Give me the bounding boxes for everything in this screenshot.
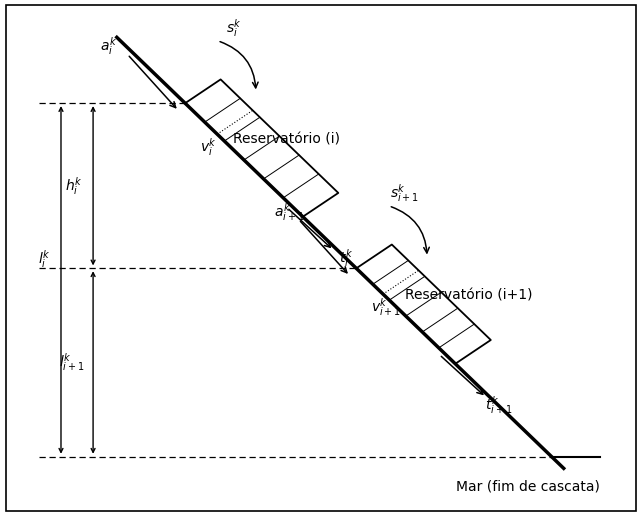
Text: $l_{i+1}^k$: $l_{i+1}^k$ — [59, 351, 85, 374]
Text: $t_i^k$: $t_i^k$ — [338, 247, 353, 269]
Text: Reservatório (i+1): Reservatório (i+1) — [404, 288, 532, 302]
Text: $s_i^k$: $s_i^k$ — [225, 17, 241, 39]
Text: $l_i^k$: $l_i^k$ — [39, 248, 51, 270]
Text: $a_{i+1}^k$: $a_{i+1}^k$ — [273, 201, 304, 222]
Text: $h_i^k$: $h_i^k$ — [65, 175, 83, 197]
Text: Reservatório (i): Reservatório (i) — [234, 132, 340, 147]
Text: $v_{i+1}^k$: $v_{i+1}^k$ — [371, 296, 401, 318]
Text: $a_i^k$: $a_i^k$ — [100, 36, 117, 57]
Text: Mar (fim de cascata): Mar (fim de cascata) — [456, 480, 600, 494]
Text: $s_{i+1}^k$: $s_{i+1}^k$ — [390, 182, 419, 204]
Text: $v_i^k$: $v_i^k$ — [200, 136, 216, 158]
Text: $t_{i+1}^k$: $t_{i+1}^k$ — [485, 394, 512, 416]
